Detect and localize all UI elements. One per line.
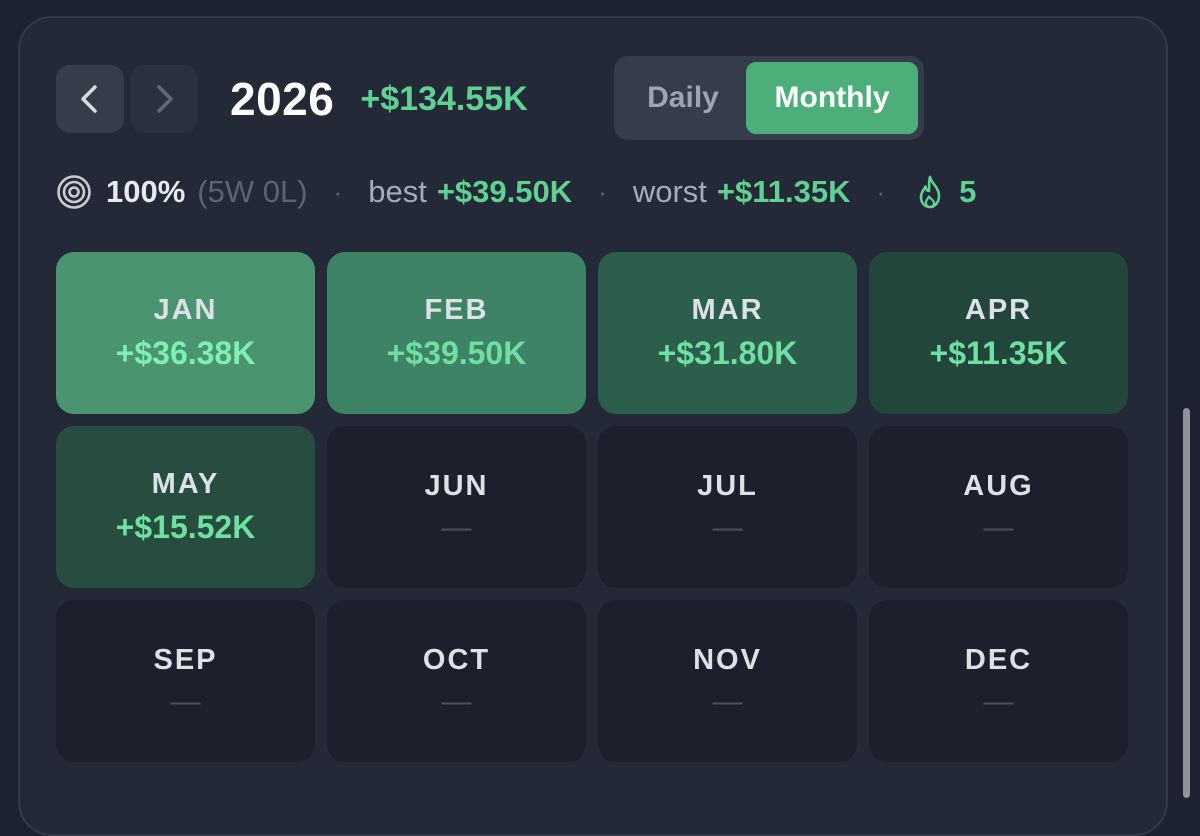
best-label: best [368, 174, 427, 209]
month-pnl: — [441, 684, 472, 718]
month-pnl: +$39.50K [386, 335, 527, 371]
month-pnl: +$15.52K [115, 509, 256, 545]
month-cell-jan[interactable]: JAN +$36.38K [56, 252, 315, 414]
month-name: JUL [697, 469, 758, 502]
month-cell-dec[interactable]: DEC — [869, 600, 1128, 762]
month-cell-aug[interactable]: AUG — [869, 426, 1128, 588]
month-name: JUN [424, 469, 489, 502]
month-pnl: — [441, 510, 472, 544]
month-pnl: +$31.80K [657, 335, 798, 371]
win-rate: 100% [106, 174, 186, 209]
month-name: FEB [424, 294, 489, 326]
month-cell-sep[interactable]: SEP — [56, 600, 315, 762]
win-streak: 5 [959, 174, 977, 209]
stats-bar: 100% (5W 0L) · best +$39.50K · worst +$1… [56, 168, 976, 216]
win-loss-record: (5W 0L) [197, 174, 308, 209]
separator-dot: · [333, 176, 343, 207]
month-pnl: — [170, 684, 201, 718]
separator-dot: · [598, 176, 607, 207]
month-pnl: — [983, 510, 1014, 544]
month-pnl: — [712, 510, 743, 544]
best-value: +$39.50K [436, 174, 573, 209]
month-cell-feb[interactable]: FEB +$39.50K [327, 252, 586, 414]
month-grid: JAN +$36.38K FEB +$39.50K MAR +$31.80K A… [56, 252, 1128, 762]
month-cell-apr[interactable]: APR +$11.35K [869, 252, 1128, 414]
scrollbar-thumb[interactable] [1183, 408, 1190, 798]
month-cell-may[interactable]: MAY +$15.52K [56, 426, 315, 588]
month-name: MAY [151, 468, 220, 500]
chevron-right-icon [157, 85, 173, 113]
month-pnl: — [983, 684, 1014, 718]
flame-icon [919, 175, 941, 209]
year-title: 2026 [230, 73, 335, 125]
view-toggle: Daily Monthly [614, 56, 924, 140]
month-name: OCT [422, 643, 491, 676]
monthly-view-button[interactable]: Monthly [746, 62, 918, 134]
month-name: SEP [153, 643, 218, 676]
month-cell-jun[interactable]: JUN — [327, 426, 586, 588]
month-name: APR [964, 294, 1033, 326]
previous-year-button[interactable] [56, 65, 124, 133]
month-cell-mar[interactable]: MAR +$31.80K [598, 252, 857, 414]
month-name: NOV [693, 643, 762, 676]
month-pnl: +$36.38K [115, 335, 256, 371]
target-icon [57, 175, 91, 209]
month-name: DEC [964, 643, 1033, 676]
worst-label: worst [632, 174, 707, 209]
month-name: JAN [153, 294, 218, 326]
month-cell-nov[interactable]: NOV — [598, 600, 857, 762]
month-name: AUG [963, 469, 1034, 502]
worst-value: +$11.35K [716, 174, 851, 209]
daily-view-button[interactable]: Daily [647, 81, 719, 114]
month-cell-jul[interactable]: JUL — [598, 426, 857, 588]
separator-dot: · [876, 176, 886, 207]
month-name: MAR [691, 294, 764, 326]
month-cell-oct[interactable]: OCT — [327, 600, 586, 762]
chevron-left-icon [81, 85, 97, 113]
month-pnl: — [712, 684, 743, 718]
year-total-pnl: +$134.55K [360, 79, 528, 118]
calendar-header: 2026 +$134.55K [56, 64, 528, 134]
month-pnl: +$11.35K [929, 335, 1068, 371]
next-year-button[interactable] [130, 65, 198, 133]
